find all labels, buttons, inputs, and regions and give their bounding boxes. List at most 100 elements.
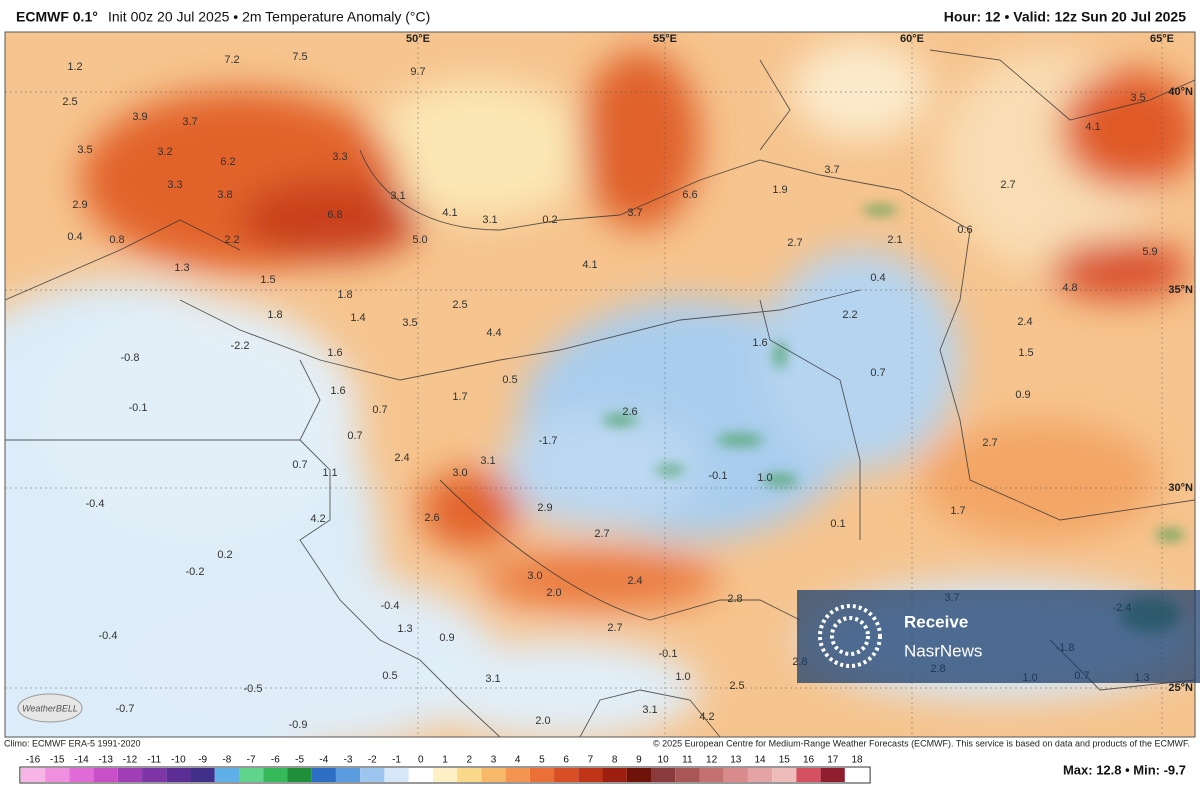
colorbar-swatch [457, 768, 482, 782]
point-value: 3.8 [217, 189, 232, 201]
point-value: 0.9 [439, 632, 454, 644]
graticule-labels: 50°E 55°E 60°E 65°E 40°N 35°N 30°N 25°N [406, 33, 1193, 694]
colorbar-swatch [142, 768, 167, 782]
point-value: 0.4 [67, 231, 82, 243]
colorbar-tick-label: -9 [198, 755, 207, 766]
point-value: 3.1 [482, 214, 497, 226]
watermark-line2: NasrNews [904, 641, 982, 660]
colorbar-swatch [772, 768, 797, 782]
colorbar-tick-label: 10 [658, 755, 670, 766]
colorbar-tick-label: 15 [779, 755, 791, 766]
colorbar-swatch [529, 768, 555, 782]
point-value: 4.4 [486, 327, 501, 339]
point-value: -0.7 [116, 703, 135, 715]
map-frame [4, 31, 1196, 738]
point-value: 3.7 [824, 164, 839, 176]
watermark: Receive NasrNews [797, 590, 1200, 683]
point-value: -0.1 [709, 470, 728, 482]
point-value: -2.2 [231, 340, 250, 352]
colorbar-tick-label: 16 [803, 755, 815, 766]
colorbar-swatch [311, 768, 336, 782]
point-value: 2.2 [842, 309, 857, 321]
colorbar-swatch [651, 768, 676, 782]
point-value: 4.2 [699, 711, 714, 723]
point-value: 1.7 [452, 391, 467, 403]
longitude-label: 50°E [406, 33, 430, 45]
point-value: 0.2 [217, 549, 232, 561]
colorbar-swatch [263, 768, 288, 782]
point-value: 0.7 [372, 404, 387, 416]
point-value: 2.9 [72, 199, 87, 211]
point-value: 2.6 [424, 512, 439, 524]
point-value: 2.8 [727, 593, 742, 605]
colorbar-swatch [578, 768, 603, 782]
point-value: 3.5 [1130, 92, 1145, 104]
point-value: 6.8 [327, 209, 342, 221]
colorbar-swatch [190, 768, 215, 782]
point-value: 1.8 [337, 289, 352, 301]
colorbar-swatch [335, 768, 361, 782]
colorbar-swatch [408, 768, 433, 782]
colorbar-tick-label: -12 [123, 755, 138, 766]
colorbar-swatch [505, 768, 530, 782]
point-values: 7.2 7.5 9.7 1.2 2.5 3.9 3.7 3.5 3.2 6.2 3.3 3.3 3.8 2… [62, 51, 1157, 731]
valid-time: Hour: 12 • Valid: 12z Sun 20 Jul 2025 [944, 9, 1186, 25]
colorbar-swatch [723, 768, 748, 782]
climo-note: Climo: ECMWF ERA-5 1991-2020 [4, 738, 141, 748]
point-value: 0.7 [870, 367, 885, 379]
point-value: 1.5 [260, 274, 275, 286]
point-value: -0.1 [129, 402, 148, 414]
colorbar-tick-label: -4 [319, 755, 328, 766]
point-value: 3.0 [527, 570, 542, 582]
longitude-label: 65°E [1150, 33, 1174, 45]
point-value: 1.0 [675, 671, 690, 683]
colorbar-swatch [287, 768, 312, 782]
point-value: 0.7 [292, 459, 307, 471]
point-value: 0.7 [347, 430, 362, 442]
colorbar-swatch [45, 768, 70, 782]
point-value: 4.1 [1085, 121, 1100, 133]
point-value: -0.2 [186, 566, 205, 578]
point-value: 2.4 [1017, 316, 1032, 328]
point-value: 4.1 [442, 207, 457, 219]
point-value: 7.5 [292, 51, 307, 63]
point-value: 0.1 [830, 518, 845, 530]
colorbar-tick-label: -5 [295, 755, 304, 766]
colorbar-tick-label: 1 [442, 755, 448, 766]
point-value: 1.7 [950, 505, 965, 517]
model-name: ECMWF 0.1° [16, 9, 98, 25]
colorbar-tick-label: -15 [50, 755, 65, 766]
watermark-line1: Receive [904, 612, 968, 631]
colorbar-swatch [554, 768, 579, 782]
point-value: 3.3 [332, 151, 347, 163]
colorbar-tick-label: 7 [588, 755, 594, 766]
colorbar-tick-label: 14 [754, 755, 766, 766]
colorbar-swatch [117, 768, 143, 782]
point-value: 9.7 [410, 66, 425, 78]
point-value: 3.1 [390, 190, 405, 202]
colorbar-tick-label: 0 [418, 755, 424, 766]
colorbar-swatch [239, 768, 264, 782]
colorbar-swatch [820, 768, 845, 782]
colorbar-tick-label: 12 [706, 755, 718, 766]
point-value: 2.4 [627, 575, 642, 587]
colorbar-swatch [699, 768, 724, 782]
point-value: -1.7 [539, 435, 558, 447]
point-value: 3.1 [480, 455, 495, 467]
colorbar-tick-label: -10 [171, 755, 186, 766]
point-value: 3.7 [627, 207, 642, 219]
point-value: 1.8 [267, 309, 282, 321]
point-value: 2.1 [887, 234, 902, 246]
point-value: 3.1 [642, 704, 657, 716]
point-value: 1.9 [772, 184, 787, 196]
point-value: 1.6 [327, 347, 342, 359]
point-value: 3.5 [402, 317, 417, 329]
colorbar-tick-label: -11 [147, 755, 161, 766]
colorbar-swatch [69, 768, 94, 782]
logo-text: WeatherBELL [22, 703, 78, 713]
point-value: 2.2 [224, 234, 239, 246]
point-value: 2.7 [1000, 179, 1015, 191]
point-value: 3.2 [157, 146, 172, 158]
colorbar-tick-label: 11 [682, 755, 693, 766]
point-value: 1.6 [330, 385, 345, 397]
